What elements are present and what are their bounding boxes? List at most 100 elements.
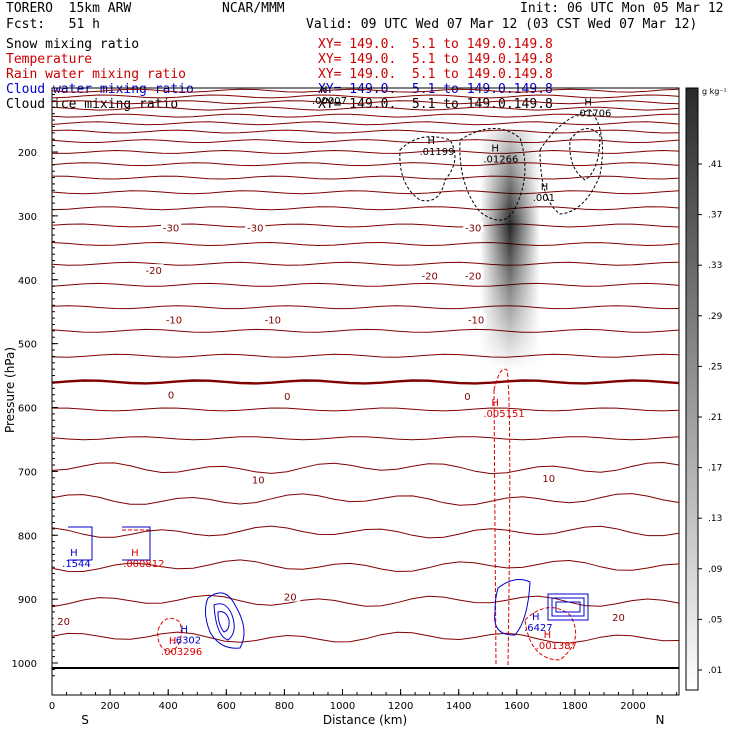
y-tick-label: 900 bbox=[18, 595, 37, 606]
extremum-high-marker: H bbox=[131, 548, 139, 559]
temperature-label: 0 bbox=[284, 392, 290, 403]
legend-cloud-water-xy: XY= 149.0. 5.1 to 149.0.149.8 bbox=[318, 82, 553, 97]
temperature-contour-line bbox=[51, 88, 680, 93]
temperature-contour-line bbox=[51, 328, 680, 333]
colorbar-tick-label: .01 bbox=[708, 666, 722, 676]
init-time: Init: 06 UTC Mon 05 Mar 12 bbox=[520, 1, 724, 16]
temperature-label: -10 bbox=[166, 315, 182, 326]
cloud-water-contours bbox=[68, 526, 589, 649]
temperature-label: 10 bbox=[542, 474, 555, 485]
temperature-label-bg bbox=[248, 473, 269, 485]
temperature-contour-line bbox=[52, 407, 680, 412]
colorbar-tick-label: .37 bbox=[708, 211, 722, 221]
colorbar-ticks: .41 .37 .33 .29 .25 .21 .17 .13 .09 .05 .01 bbox=[698, 160, 723, 676]
x-tick-label: 0 bbox=[49, 701, 55, 712]
y-tick-label: 200 bbox=[18, 148, 37, 159]
colorbar-tick-label: .13 bbox=[708, 514, 722, 524]
legend-temperature-xy: XY= 149.0. 5.1 to 149.0.149.8 bbox=[318, 52, 553, 67]
temperature-label-bg bbox=[466, 313, 487, 325]
x-axis-title: Distance (km) bbox=[323, 713, 407, 727]
temperature-label-bg bbox=[277, 390, 298, 402]
colorbar-tick-label: .41 bbox=[708, 160, 722, 170]
legend-rain-label: Rain water mixing ratio bbox=[6, 67, 187, 82]
temperature-contour-line bbox=[51, 493, 680, 506]
temperature-label-bg bbox=[538, 471, 559, 483]
extremum-high-marker: H bbox=[541, 182, 549, 193]
colorbar bbox=[685, 87, 699, 691]
temperature-label: -30 bbox=[465, 223, 481, 234]
temperature-label-bg bbox=[53, 614, 74, 626]
extremum-value-label: .01706 bbox=[576, 109, 611, 120]
y-tick-label: 300 bbox=[18, 212, 37, 223]
extremum-high-marker: H bbox=[169, 636, 177, 647]
legend-temperature-label: Temperature bbox=[6, 52, 93, 67]
extremum-high-marker: H bbox=[181, 625, 189, 636]
x-tick-label: 1400 bbox=[446, 701, 471, 712]
y-tick-label: 700 bbox=[18, 467, 37, 478]
ice-contour-a bbox=[399, 136, 456, 202]
temperature-label: -20 bbox=[146, 266, 162, 277]
ice-contour-d bbox=[569, 128, 601, 181]
rain-blob-right bbox=[524, 607, 577, 661]
temperature-contour-line bbox=[51, 190, 680, 195]
temperature-contour-line bbox=[51, 631, 680, 644]
colorbar-tick-label: .33 bbox=[708, 261, 722, 271]
extremum-high-marker: H bbox=[491, 144, 499, 155]
x-tick-label: 1000 bbox=[330, 701, 355, 712]
colorbar-tick-label: .09 bbox=[708, 565, 723, 575]
temperature-contour-line bbox=[51, 305, 680, 310]
temperature-label: -20 bbox=[465, 271, 481, 282]
temperature-contour-line bbox=[51, 559, 680, 573]
cloud-ice-contours bbox=[399, 109, 603, 221]
y-axis-title: Pressure (hPa) bbox=[3, 347, 17, 433]
extremum-value-label: .005151 bbox=[483, 409, 524, 420]
extremum-high-marker: H bbox=[532, 612, 540, 623]
extremum-high-marker: H bbox=[70, 548, 78, 559]
legend-cloud-water-label: Cloud water mixing ratio bbox=[6, 82, 194, 97]
x-tick-label: 1600 bbox=[504, 701, 529, 712]
rain-column bbox=[493, 368, 511, 666]
temperature-contour-line bbox=[51, 353, 680, 358]
cw-blob-a bbox=[204, 592, 245, 649]
temperature-contour-line bbox=[51, 106, 680, 111]
temperature-label: -30 bbox=[163, 223, 179, 234]
temperature-contour-line bbox=[51, 139, 680, 144]
cw-blob-b bbox=[494, 579, 531, 636]
extremum-value-label: .00007 bbox=[312, 96, 347, 107]
y-tick-label: 500 bbox=[18, 340, 37, 351]
temperature-contour-line bbox=[51, 223, 680, 228]
temperature-label-bg bbox=[463, 221, 484, 233]
plot-frame bbox=[51, 87, 680, 696]
colorbar-tick-label: .17 bbox=[708, 464, 722, 474]
temperature-label: -10 bbox=[265, 315, 281, 326]
temperature-contours bbox=[51, 88, 680, 644]
cw-box-a bbox=[68, 526, 93, 561]
colorbar-tick-label: .21 bbox=[708, 413, 722, 423]
extremum-value-label: .6427 bbox=[524, 623, 553, 634]
extremum-value-label: .001387 bbox=[536, 641, 577, 652]
temperature-label-bg bbox=[262, 313, 283, 325]
temperature-label: 0 bbox=[168, 391, 174, 402]
extremum-value-label: .01199 bbox=[419, 147, 454, 158]
temperature-contour-line bbox=[51, 461, 680, 475]
extremum-high-marker: H bbox=[427, 136, 435, 147]
temperature-label-bg bbox=[161, 388, 182, 400]
temperature-label: 20 bbox=[612, 613, 625, 624]
temperature-label: -20 bbox=[421, 271, 437, 282]
temperature-label-bg bbox=[463, 269, 484, 281]
temperature-label-bg bbox=[164, 313, 185, 325]
y-tick-label: 600 bbox=[18, 404, 37, 415]
temperature-label: -10 bbox=[468, 315, 484, 326]
x-end-label-north: N bbox=[656, 713, 665, 727]
temperature-label: 10 bbox=[252, 476, 265, 487]
valid-time: Valid: 09 UTC Wed 07 Mar 12 (03 CST Wed … bbox=[306, 17, 698, 32]
temperature-label: 0 bbox=[464, 392, 470, 403]
temperature-label-bg bbox=[419, 269, 440, 281]
extremum-value-label: .01266 bbox=[483, 155, 518, 166]
extremum-value-label: .001 bbox=[533, 193, 555, 204]
temperature-contour-line bbox=[51, 100, 680, 105]
colorbar-tick-label: .25 bbox=[708, 362, 722, 372]
temperature-contour-line bbox=[51, 149, 680, 154]
x-tick-label: 2000 bbox=[620, 701, 645, 712]
x-end-label-south: S bbox=[81, 713, 89, 727]
